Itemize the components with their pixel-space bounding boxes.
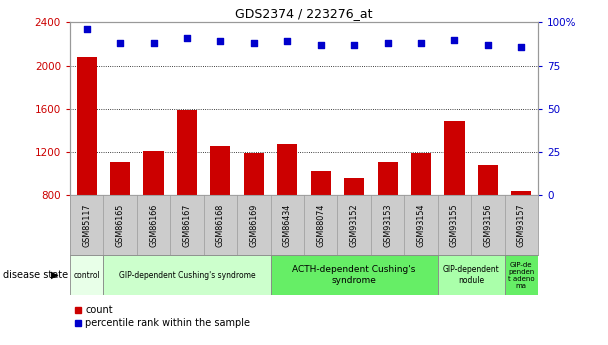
Text: GSM93154: GSM93154	[416, 203, 426, 247]
Text: GIP-de
penden
t adeno
ma: GIP-de penden t adeno ma	[508, 262, 534, 289]
Point	[282, 39, 292, 44]
Point	[115, 40, 125, 46]
Point	[349, 42, 359, 48]
Text: GSM93152: GSM93152	[350, 203, 359, 247]
Point	[517, 44, 527, 49]
Text: GSM86169: GSM86169	[249, 204, 258, 247]
Bar	[271, 255, 438, 295]
Bar	[478, 165, 498, 195]
Bar	[210, 146, 230, 195]
Bar	[311, 171, 331, 195]
Bar	[110, 161, 130, 195]
Bar	[143, 151, 164, 195]
Point	[215, 39, 225, 44]
Text: GIP-dependent Cushing's syndrome: GIP-dependent Cushing's syndrome	[119, 270, 255, 280]
Bar	[511, 190, 531, 195]
Text: GSM86167: GSM86167	[182, 204, 192, 247]
Bar	[344, 178, 364, 195]
Point	[249, 40, 259, 46]
Point	[81, 27, 91, 32]
Text: GIP-dependent
nodule: GIP-dependent nodule	[443, 265, 500, 285]
Point	[483, 42, 493, 48]
Bar	[177, 110, 197, 195]
Text: GSM93156: GSM93156	[483, 203, 492, 247]
Bar	[378, 161, 398, 195]
Point	[316, 42, 326, 48]
Text: disease state: disease state	[3, 270, 68, 280]
Text: GSM86165: GSM86165	[116, 204, 125, 247]
Bar	[444, 120, 465, 195]
Text: GSM93153: GSM93153	[383, 203, 392, 247]
Point	[148, 40, 158, 46]
Point	[416, 40, 426, 46]
Text: GSM93157: GSM93157	[517, 203, 526, 247]
Bar	[77, 57, 97, 195]
Bar	[244, 154, 264, 195]
Point	[182, 35, 192, 41]
Text: GSM86434: GSM86434	[283, 204, 292, 247]
Text: GSM85117: GSM85117	[82, 203, 91, 247]
Title: GDS2374 / 223276_at: GDS2374 / 223276_at	[235, 7, 373, 20]
Text: GSM86166: GSM86166	[149, 204, 158, 247]
Text: GSM88074: GSM88074	[316, 204, 325, 247]
Legend: count, percentile rank within the sample: count, percentile rank within the sample	[75, 305, 250, 328]
Bar	[438, 255, 505, 295]
Bar	[277, 144, 297, 195]
Bar	[505, 255, 538, 295]
Point	[449, 37, 460, 42]
Bar	[70, 255, 103, 295]
Bar	[103, 255, 271, 295]
Text: control: control	[74, 270, 100, 280]
Point	[383, 40, 393, 46]
Text: GSM93155: GSM93155	[450, 203, 459, 247]
Bar	[411, 153, 431, 195]
Text: ▶: ▶	[51, 270, 58, 280]
Text: GSM86168: GSM86168	[216, 204, 225, 247]
Text: ACTH-dependent Cushing's
syndrome: ACTH-dependent Cushing's syndrome	[292, 265, 416, 285]
